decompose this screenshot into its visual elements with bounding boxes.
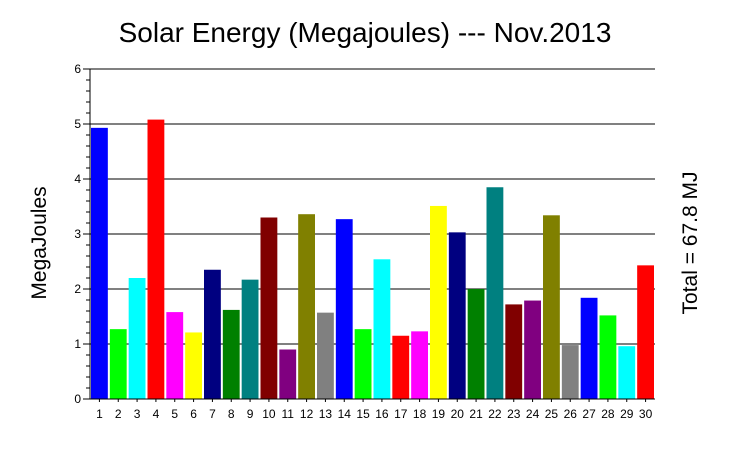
- y-tick-label: 2: [74, 282, 81, 296]
- x-tick-label: 13: [319, 407, 333, 421]
- x-tick-label: 7: [209, 407, 216, 421]
- bar: [109, 329, 127, 399]
- y-axis-label: MegaJoules: [28, 186, 51, 299]
- y-tick-label: 6: [74, 62, 81, 76]
- gridlines: [90, 68, 655, 345]
- y-tick-labels: 0 1 2 3 4 5 6: [74, 62, 81, 406]
- x-tick-label: 10: [262, 407, 276, 421]
- x-tick-labels: 1 2 3 4 5 6 7 8 9 10 11 12 13 14 15 16 17 18 19 20 21 22 23 24 2…: [96, 407, 653, 421]
- bar: [373, 259, 391, 399]
- x-tick-label: 14: [338, 407, 352, 421]
- x-tick-label: 6: [190, 407, 197, 421]
- x-tick-label: 16: [375, 407, 389, 421]
- x-tick-label: 2: [115, 407, 122, 421]
- bar: [580, 297, 598, 399]
- bar: [147, 119, 165, 399]
- bars: [91, 119, 654, 399]
- x-tick-label: 22: [488, 407, 502, 421]
- bar: [204, 269, 221, 399]
- x-tick-label: 21: [469, 407, 483, 421]
- x-tick-label: 28: [601, 407, 615, 421]
- bar: [222, 309, 240, 399]
- bar: [392, 335, 410, 399]
- chart-title: Solar Energy (Megajoules) --- Nov.2013: [119, 17, 612, 48]
- x-tick-label: 26: [564, 407, 578, 421]
- total-annotation: Total = 67.8 MJ: [679, 172, 702, 315]
- x-tick-label: 19: [432, 407, 446, 421]
- y-tick-label: 3: [74, 227, 81, 241]
- x-tick-label: 24: [526, 407, 540, 421]
- x-tick-label: 18: [413, 407, 427, 421]
- bar: [448, 232, 466, 399]
- bar: [430, 205, 447, 399]
- bar: [637, 265, 654, 399]
- bar: [561, 345, 579, 399]
- x-tick-label: 8: [228, 407, 235, 421]
- bar: [354, 329, 372, 399]
- bar: [260, 217, 278, 399]
- bar: [505, 304, 523, 399]
- bar: [166, 312, 184, 399]
- bar: [467, 289, 485, 399]
- y-tick-label: 0: [74, 392, 81, 406]
- bar: [486, 187, 504, 399]
- bar: [185, 332, 202, 399]
- x-tick-label: 4: [153, 407, 160, 421]
- x-tick-label: 5: [171, 407, 178, 421]
- y-tick-label: 1: [74, 337, 81, 351]
- x-tick-label: 11: [282, 407, 295, 421]
- bar: [241, 279, 259, 399]
- y-tick-label: 4: [74, 172, 81, 186]
- bar: [543, 215, 560, 399]
- bar: [599, 315, 617, 399]
- x-tick-label: 29: [620, 407, 634, 421]
- x-tick-label: 25: [545, 407, 559, 421]
- bar: [411, 331, 428, 399]
- bar: [279, 349, 297, 399]
- x-tick-label: 1: [96, 407, 103, 421]
- x-tick-label: 3: [134, 407, 141, 421]
- x-tick-label: 20: [451, 407, 465, 421]
- axes: [83, 68, 655, 402]
- bar: [91, 127, 108, 399]
- y-tick-label: 5: [74, 117, 81, 131]
- bar: [335, 219, 353, 399]
- x-tick-label: 9: [247, 407, 254, 421]
- bar: [128, 278, 146, 399]
- x-tick-label: 12: [300, 407, 314, 421]
- bar: [618, 346, 636, 399]
- x-tick-label: 27: [582, 407, 596, 421]
- x-tick-label: 23: [507, 407, 521, 421]
- x-tick-label: 30: [639, 407, 653, 421]
- bar: [524, 300, 541, 399]
- bar: [298, 214, 315, 399]
- x-tick-label: 15: [356, 407, 370, 421]
- bar: [317, 312, 334, 399]
- x-tick-label: 17: [394, 407, 408, 421]
